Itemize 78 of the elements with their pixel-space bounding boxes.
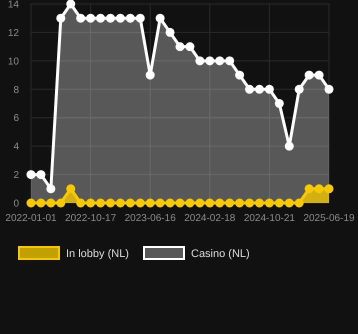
point — [195, 56, 204, 66]
point — [56, 198, 66, 208]
point — [116, 14, 125, 23]
point — [86, 14, 96, 23]
point — [56, 14, 66, 23]
point — [36, 198, 46, 208]
point — [46, 184, 56, 194]
point — [205, 198, 214, 208]
point — [314, 184, 324, 194]
point — [324, 184, 334, 194]
point — [96, 198, 106, 208]
point — [294, 198, 304, 208]
point — [106, 198, 115, 208]
point — [274, 99, 284, 108]
point — [76, 14, 86, 23]
point — [274, 198, 284, 208]
point — [284, 142, 294, 151]
point — [176, 198, 184, 208]
point — [146, 198, 155, 208]
point — [106, 14, 115, 23]
point — [156, 198, 165, 208]
point — [126, 198, 135, 208]
point — [324, 84, 334, 94]
y-tick-label: 4 — [13, 142, 20, 153]
point — [264, 198, 274, 208]
point — [304, 70, 314, 80]
point — [26, 198, 36, 208]
point — [126, 14, 135, 23]
point — [264, 84, 274, 94]
point — [205, 56, 214, 66]
legend-label: Casino (NL) — [191, 248, 250, 260]
y-tick-label: 8 — [13, 84, 20, 96]
point — [156, 14, 165, 23]
point — [116, 198, 125, 208]
point — [304, 184, 314, 194]
point — [26, 170, 36, 180]
point — [215, 56, 224, 66]
y-tick-label: 6 — [13, 113, 20, 124]
point — [76, 198, 86, 208]
point — [284, 198, 294, 208]
point — [66, 0, 76, 8]
point — [254, 198, 264, 208]
point — [235, 70, 244, 80]
point — [225, 198, 234, 208]
point — [176, 42, 184, 52]
point — [254, 84, 264, 94]
point — [146, 70, 155, 80]
point — [166, 28, 175, 37]
point — [136, 198, 145, 208]
x-tick-label: 2022-10-17 — [65, 213, 117, 224]
legend-label: In lobby (NL) — [66, 248, 129, 260]
point — [225, 56, 234, 66]
y-tick-label: 0 — [13, 198, 20, 210]
point — [86, 198, 96, 208]
point — [136, 14, 145, 23]
point — [294, 84, 304, 94]
point — [166, 198, 175, 208]
y-tick-label: 14 — [8, 0, 20, 10]
point — [96, 14, 106, 23]
point — [235, 198, 244, 208]
point — [245, 84, 254, 94]
point — [66, 184, 76, 194]
point — [314, 70, 324, 80]
point — [245, 198, 254, 208]
point — [46, 198, 56, 208]
point — [185, 42, 194, 52]
y-tick-label: 10 — [8, 56, 20, 68]
y-tick-label: 2 — [13, 170, 20, 182]
x-tick-label: 2024-02-18 — [184, 213, 236, 224]
point — [195, 198, 204, 208]
point — [36, 170, 46, 180]
point — [215, 198, 224, 208]
x-tick-label: 2025-06-19 — [303, 213, 356, 224]
x-tick-label: 2023-06-16 — [124, 213, 176, 224]
x-tick-label: 2022-01-01 — [5, 213, 58, 224]
x-tick-label: 2024-10-21 — [244, 213, 296, 224]
point — [185, 198, 194, 208]
y-tick-label: 12 — [8, 28, 20, 39]
